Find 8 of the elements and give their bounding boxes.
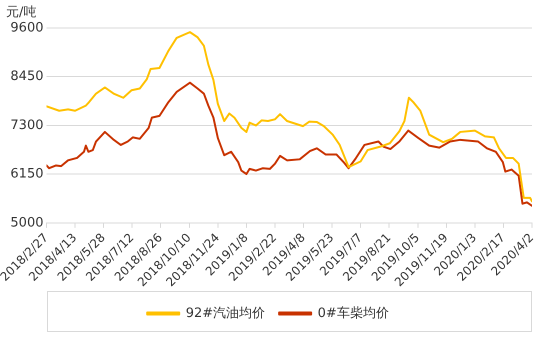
- legend-label: 92#汽油均价: [186, 306, 266, 321]
- y-tick-label: 8450: [10, 69, 44, 84]
- y-tick-label: 7300: [10, 118, 44, 133]
- y-tick-label: 9600: [10, 20, 44, 36]
- legend-label: 0#车柴均价: [318, 306, 389, 321]
- y-tick-label: 6150: [10, 166, 44, 182]
- y-axis-title: 元/吨: [6, 4, 36, 20]
- y-tick-label: 5000: [10, 215, 44, 230]
